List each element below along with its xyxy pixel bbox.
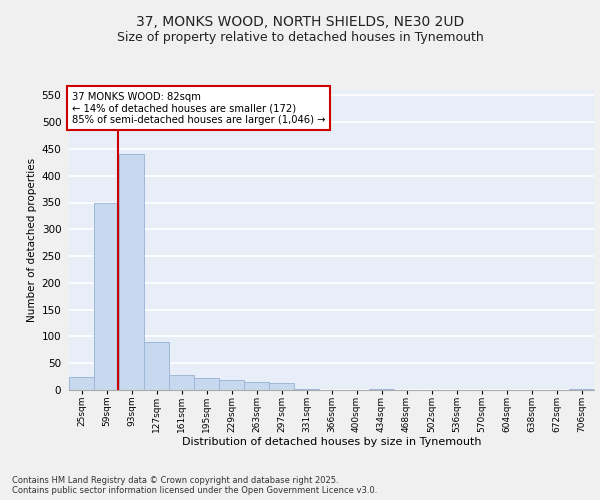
Bar	[144, 342, 169, 390]
Bar	[119, 154, 144, 390]
Text: Contains HM Land Registry data © Crown copyright and database right 2025.
Contai: Contains HM Land Registry data © Crown c…	[12, 476, 377, 495]
Bar	[94, 202, 119, 390]
Text: 37 MONKS WOOD: 82sqm
← 14% of detached houses are smaller (172)
85% of semi-deta: 37 MONKS WOOD: 82sqm ← 14% of detached h…	[71, 92, 325, 124]
Y-axis label: Number of detached properties: Number of detached properties	[28, 158, 37, 322]
Bar	[169, 375, 194, 390]
Bar	[244, 382, 269, 390]
X-axis label: Distribution of detached houses by size in Tynemouth: Distribution of detached houses by size …	[182, 438, 481, 448]
Bar	[69, 376, 94, 390]
Text: 37, MONKS WOOD, NORTH SHIELDS, NE30 2UD: 37, MONKS WOOD, NORTH SHIELDS, NE30 2UD	[136, 16, 464, 30]
Bar	[219, 380, 244, 390]
Bar	[269, 383, 294, 390]
Text: Size of property relative to detached houses in Tynemouth: Size of property relative to detached ho…	[116, 31, 484, 44]
Bar	[194, 378, 219, 390]
